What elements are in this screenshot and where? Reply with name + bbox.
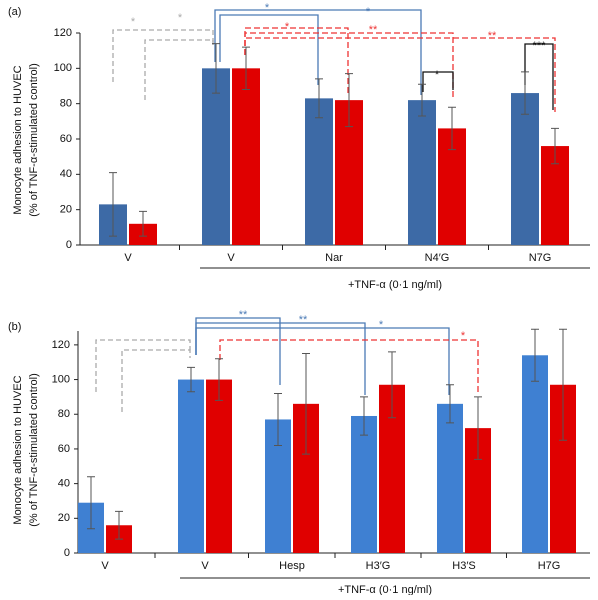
x-tick-label: N4′G (425, 252, 450, 264)
error-bar (302, 353, 310, 455)
sig-label: * (131, 16, 136, 28)
bar (511, 93, 539, 245)
bar (206, 379, 232, 553)
error-bar (418, 83, 426, 117)
bar (437, 403, 463, 553)
error-bar (360, 396, 368, 436)
y-tick-label: 120 (52, 339, 70, 351)
y-tick-label: 40 (60, 168, 72, 180)
error-bar (242, 46, 250, 91)
sig-label: ** (488, 30, 497, 42)
error-bar (212, 43, 220, 94)
sig-label: * (265, 2, 270, 14)
y-tick-label: 80 (58, 408, 70, 420)
y-axis-label: (% of TNF-α-stimulated control) (28, 373, 40, 526)
y-tick-label: 0 (64, 547, 70, 559)
error-bar (187, 366, 195, 393)
y-axis-label: Monocyte adhesion to HUVEC (12, 65, 24, 214)
y-tick-label: 20 (60, 204, 72, 216)
y-tick-label: 60 (58, 443, 70, 455)
x-tick-label: V (201, 560, 209, 572)
bracket (219, 14, 319, 85)
bracket (121, 349, 191, 412)
bar (408, 100, 436, 245)
error-bar (521, 71, 529, 115)
x-tick-label: N7G (529, 252, 552, 264)
sig-label: * (379, 319, 384, 331)
bracket (219, 339, 479, 395)
y-tick-label: 20 (58, 512, 70, 524)
error-bar (559, 328, 567, 441)
bracket (244, 37, 556, 112)
sig-label: ** (239, 309, 248, 321)
error-bar (531, 328, 539, 382)
sig-label: * (366, 6, 371, 18)
x-tick-label: H3′G (366, 560, 391, 572)
x-tick-label: H3′S (452, 560, 475, 572)
error-bar (274, 392, 282, 446)
sig-label: * (178, 12, 183, 24)
error-bar (315, 78, 323, 119)
sig-label: *** (533, 40, 547, 52)
sig-label: ** (369, 24, 378, 36)
panel-label: (b) (8, 321, 21, 333)
error-bar (87, 476, 95, 530)
bar (522, 355, 548, 553)
bar (202, 68, 230, 245)
x-axis-label: +TNF-α (0·1 ng/ml) (348, 279, 442, 291)
sig-label: * (461, 330, 466, 342)
sig-label: * (285, 21, 290, 33)
error-bar (115, 510, 123, 540)
bracket (422, 71, 454, 92)
y-tick-label: 100 (54, 62, 72, 74)
x-tick-label: V (124, 252, 132, 264)
panel-label: (a) (8, 6, 21, 18)
error-bar (139, 210, 147, 237)
bracket (524, 43, 554, 110)
error-bar (388, 351, 396, 419)
error-bar (345, 73, 353, 128)
bracket (214, 9, 422, 95)
bar (305, 98, 333, 245)
y-tick-label: 0 (66, 239, 72, 251)
bracket (144, 39, 214, 100)
x-tick-label: V (227, 252, 235, 264)
bar (232, 68, 260, 245)
sig-label: ** (299, 314, 308, 326)
y-axis-label: (% of TNF-α-stimulated control) (28, 63, 40, 216)
bracket (195, 327, 450, 395)
error-bar (446, 384, 454, 424)
error-bar (551, 127, 559, 165)
bar (351, 415, 377, 553)
x-tick-label: Nar (325, 252, 343, 264)
x-axis-label: +TNF-α (0·1 ng/ml) (338, 584, 432, 595)
error-bar (448, 106, 456, 151)
error-bar (215, 358, 223, 401)
error-bar (109, 172, 117, 237)
y-tick-label: 60 (60, 133, 72, 145)
y-tick-label: 120 (54, 27, 72, 39)
x-tick-label: H7G (538, 560, 561, 572)
sig-label: * (435, 69, 440, 81)
x-tick-label: Hesp (279, 560, 305, 572)
bracket (95, 339, 191, 392)
y-tick-label: 100 (52, 373, 70, 385)
y-tick-label: 40 (58, 478, 70, 490)
x-tick-label: V (101, 560, 109, 572)
bar (178, 379, 204, 553)
y-tick-label: 80 (60, 98, 72, 110)
error-bar (474, 396, 482, 460)
bracket (112, 29, 214, 82)
y-axis-label: Monocyte adhesion to HUVEC (12, 375, 24, 524)
